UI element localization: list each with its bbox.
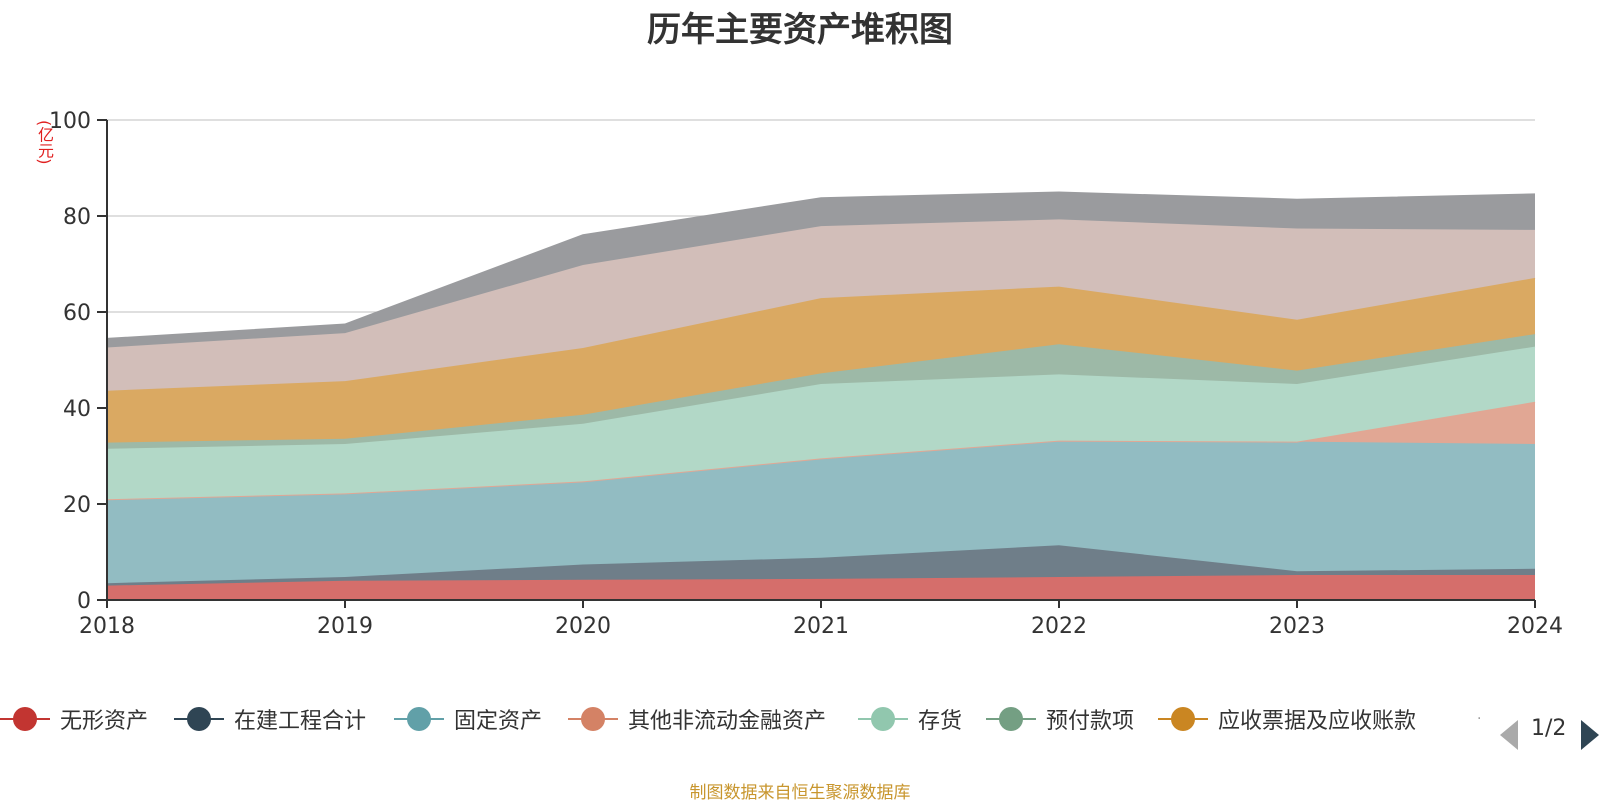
legend-overflow-dot: ·: [1477, 711, 1482, 727]
legend-item-construction-in-progress[interactable]: 在建工程合计: [174, 702, 366, 736]
legend-marker-icon: [858, 702, 908, 736]
area-series: [107, 334, 1535, 449]
legend-marker-icon: [394, 702, 444, 736]
legend-label: 应收票据及应收账款: [1218, 709, 1417, 734]
legend-marker-icon: [986, 702, 1036, 736]
page-indicator: 1/2: [1531, 716, 1567, 741]
y-tick-label: 0: [77, 589, 91, 614]
legend-marker-icon: [568, 702, 618, 736]
legend-marker-icon: [0, 702, 50, 736]
legend-marker-icon: [174, 702, 224, 736]
y-tick-label: 20: [63, 493, 91, 518]
chart-area: 0 20 40 60 80 100 2018 2019 2020 2021 2022 2023 2024: [49, 109, 1563, 639]
legend-label: 存货: [918, 709, 963, 734]
y-tick-label: 60: [63, 301, 91, 326]
axes: 0 20 40 60 80 100 2018 2019 2020 2021 2022 2023 2024: [49, 109, 1563, 639]
page-prev-icon[interactable]: [1500, 720, 1518, 750]
area-series: [107, 277, 1535, 443]
area-series: [107, 346, 1535, 500]
y-axis-unit-label: (亿元): [35, 120, 54, 165]
y-tick-label: 80: [63, 205, 91, 230]
legend-label: 其他非流动金融资产: [628, 709, 827, 734]
x-tick-label: 2019: [317, 614, 373, 639]
x-tick-label: 2018: [79, 614, 135, 639]
legend-label: 预付款项: [1046, 709, 1135, 734]
area-series: [107, 440, 1535, 584]
legend-item-other-noncurrent-financial-assets[interactable]: 其他非流动金融资产: [568, 702, 826, 736]
legend-item-notes-and-accounts-receivable[interactable]: 应收票据及应收账款: [1158, 702, 1416, 736]
area-series: [107, 192, 1535, 348]
area-series: [107, 545, 1535, 586]
legend-label: 固定资产: [454, 709, 543, 734]
x-tick-label: 2020: [555, 614, 611, 639]
y-tick-label: 40: [63, 397, 91, 422]
page-next-icon[interactable]: [1581, 720, 1599, 750]
x-tick-label: 2021: [793, 614, 849, 639]
legend-marker-icon: [1158, 702, 1208, 736]
stacked-areas: [106, 191, 1536, 600]
legend-item-intangible-assets[interactable]: 无形资产: [0, 702, 148, 736]
y-tick-label: 100: [49, 109, 91, 134]
legend-item-fixed-assets[interactable]: 固定资产: [394, 702, 542, 736]
legend-item-prepayments[interactable]: 预付款项: [986, 702, 1134, 736]
source-note: 制图数据来自恒生聚源数据库: [689, 783, 911, 803]
legend-pager: 1/2: [1500, 714, 1600, 754]
legend-item-inventory[interactable]: 存货: [858, 702, 962, 736]
x-tick-label: 2024: [1507, 614, 1563, 639]
legend: 无形资产 在建工程合计 固定资产 其他非流动金融资产 存货: [0, 702, 1600, 736]
legend-label: 在建工程合计: [234, 709, 367, 734]
legend-label: 无形资产: [60, 709, 149, 734]
series-line: [106, 191, 1536, 340]
chart-title: 历年主要资产堆积图: [647, 10, 953, 50]
x-tick-label: 2023: [1269, 614, 1325, 639]
x-tick-label: 2022: [1031, 614, 1087, 639]
area-series: [107, 219, 1535, 391]
